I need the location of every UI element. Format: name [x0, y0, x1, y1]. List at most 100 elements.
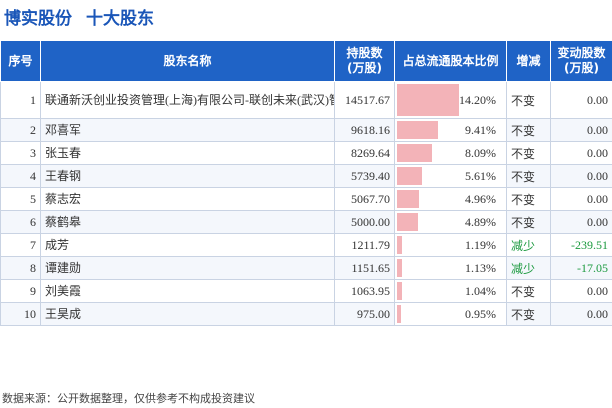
shareholder-name-cell: 蔡鹤皋 — [40, 210, 335, 234]
col-header-shares-line1: 持股数 — [346, 46, 383, 60]
col-header-shares: 持股数 (万股) — [334, 40, 395, 82]
col-header-name: 股东名称 — [40, 40, 335, 82]
ratio-cell: 14.20% — [394, 81, 507, 119]
rank-cell: 3 — [0, 141, 41, 165]
delta-cell: 0.00 — [550, 302, 612, 326]
shares-cell: 5067.70 — [334, 187, 395, 211]
col-header-delta-line2: (万股) — [564, 61, 599, 75]
ratio-value: 1.04% — [465, 283, 496, 298]
page-title: 十大股东 — [86, 9, 154, 29]
change-cell: 不变 — [506, 118, 551, 142]
shares-cell: 8269.64 — [334, 141, 395, 165]
delta-cell: 0.00 — [550, 81, 612, 119]
change-cell: 不变 — [506, 279, 551, 303]
shareholder-name-cell: 成芳 — [40, 233, 335, 257]
change-cell: 不变 — [506, 187, 551, 211]
shareholder-name-cell: 邓喜军 — [40, 118, 335, 142]
ratio-value: 14.20% — [459, 92, 496, 107]
table-row: 9 刘美霞 1063.95 1.04% 不变 0.00 — [0, 279, 612, 303]
delta-cell: 0.00 — [550, 279, 612, 303]
ratio-bar — [397, 305, 402, 323]
data-source-note: 数据来源：公开数据整理，仅供参考不构成投资建议 — [2, 392, 255, 405]
ratio-bar — [397, 84, 460, 116]
col-header-rank: 序号 — [0, 40, 41, 82]
rank-cell: 1 — [0, 81, 41, 119]
ratio-cell: 0.95% — [394, 302, 507, 326]
ratio-value: 8.09% — [465, 145, 496, 160]
ratio-value: 1.19% — [465, 237, 496, 252]
shares-cell: 975.00 — [334, 302, 395, 326]
ratio-value: 9.41% — [465, 122, 496, 137]
table-body: 1联通新沃创业投资管理(上海)有限公司-联创未来(武汉)智能制造产业投资合伙企业… — [0, 81, 612, 326]
table-row: 3 张玉春 8269.64 8.09% 不变 0.00 — [0, 141, 612, 165]
shareholder-name-cell: 联通新沃创业投资管理(上海)有限公司-联创未来(武汉)智能制造产业投资合伙企业(… — [40, 81, 335, 119]
ratio-bar — [397, 259, 402, 277]
table-row: 5 蔡志宏 5067.70 4.96% 不变 0.00 — [0, 187, 612, 211]
table-row: 2 邓喜军 9618.16 9.41% 不变 0.00 — [0, 118, 612, 142]
ratio-bar — [397, 190, 419, 208]
rank-cell: 5 — [0, 187, 41, 211]
shareholder-name-cell: 王春钢 — [40, 164, 335, 188]
table-row: 1联通新沃创业投资管理(上海)有限公司-联创未来(武汉)智能制造产业投资合伙企业… — [0, 81, 612, 119]
change-cell: 不变 — [506, 164, 551, 188]
shares-cell: 9618.16 — [334, 118, 395, 142]
col-header-change: 增减 — [506, 40, 551, 82]
delta-cell: 0.00 — [550, 164, 612, 188]
change-cell: 减少 — [506, 256, 551, 280]
change-cell: 不变 — [506, 141, 551, 165]
delta-cell: -239.51 — [550, 233, 612, 257]
delta-cell: -17.05 — [550, 256, 612, 280]
rank-cell: 8 — [0, 256, 41, 280]
table-row: 10 王昊成 975.00 0.95% 不变 0.00 — [0, 302, 612, 326]
ratio-bar — [397, 282, 402, 300]
shares-cell: 1063.95 — [334, 279, 395, 303]
ratio-value: 4.89% — [465, 214, 496, 229]
ratio-cell: 4.96% — [394, 187, 507, 211]
shareholder-name-cell: 谭建勋 — [40, 256, 335, 280]
delta-cell: 0.00 — [550, 141, 612, 165]
ratio-cell: 4.89% — [394, 210, 507, 234]
ratio-bar — [397, 236, 403, 254]
ratio-bar — [397, 213, 419, 231]
shares-cell: 14517.67 — [334, 81, 395, 119]
ratio-cell: 9.41% — [394, 118, 507, 142]
change-cell: 不变 — [506, 81, 551, 119]
shareholder-name-cell: 刘美霞 — [40, 279, 335, 303]
rank-cell: 10 — [0, 302, 41, 326]
rank-cell: 6 — [0, 210, 41, 234]
ratio-cell: 1.19% — [394, 233, 507, 257]
table-row: 4 王春钢 5739.40 5.61% 不变 0.00 — [0, 164, 612, 188]
ratio-value: 1.13% — [465, 260, 496, 275]
table-row: 8 谭建勋 1151.65 1.13% 减少 -17.05 — [0, 256, 612, 280]
ratio-cell: 5.61% — [394, 164, 507, 188]
shares-cell: 1211.79 — [334, 233, 395, 257]
ratio-value: 4.96% — [465, 191, 496, 206]
ratio-value: 0.95% — [465, 306, 496, 321]
rank-cell: 9 — [0, 279, 41, 303]
col-header-ratio: 占总流通股本比例 — [394, 40, 507, 82]
table-row: 6 蔡鹤皋 5000.00 4.89% 不变 0.00 — [0, 210, 612, 234]
ratio-cell: 8.09% — [394, 141, 507, 165]
ratio-bar — [397, 121, 439, 139]
change-cell: 不变 — [506, 302, 551, 326]
table-row: 7 成芳 1211.79 1.19% 减少 -239.51 — [0, 233, 612, 257]
title-bar: 博实股份 十大股东 — [0, 0, 612, 30]
company-name: 博实股份 — [4, 9, 72, 29]
shareholder-name-cell: 张玉春 — [40, 141, 335, 165]
shareholder-name-cell: 王昊成 — [40, 302, 335, 326]
ratio-cell: 1.04% — [394, 279, 507, 303]
col-header-shares-line2: (万股) — [347, 61, 382, 75]
shareholders-table: 序号 股东名称 持股数 (万股) 占总流通股本比例 增减 变动股数 (万股) 1… — [0, 40, 612, 326]
delta-cell: 0.00 — [550, 187, 612, 211]
ratio-value: 5.61% — [465, 168, 496, 183]
shares-cell: 5000.00 — [334, 210, 395, 234]
delta-cell: 0.00 — [550, 118, 612, 142]
shares-cell: 5739.40 — [334, 164, 395, 188]
ratio-bar — [397, 167, 422, 185]
col-header-delta-line1: 变动股数 — [557, 46, 606, 60]
rank-cell: 4 — [0, 164, 41, 188]
change-cell: 减少 — [506, 233, 551, 257]
rank-cell: 7 — [0, 233, 41, 257]
ratio-bar — [397, 144, 433, 162]
change-cell: 不变 — [506, 210, 551, 234]
